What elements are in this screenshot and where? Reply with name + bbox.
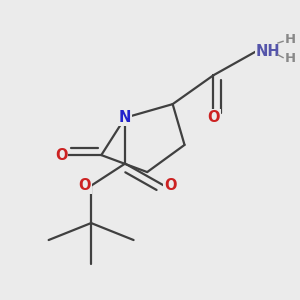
Text: H: H [285, 52, 296, 65]
Text: O: O [207, 110, 220, 125]
Text: N: N [119, 110, 131, 125]
Text: H: H [285, 33, 296, 46]
Text: NH: NH [256, 44, 280, 59]
Text: O: O [55, 148, 67, 163]
Text: O: O [164, 178, 177, 193]
Text: O: O [79, 178, 91, 193]
